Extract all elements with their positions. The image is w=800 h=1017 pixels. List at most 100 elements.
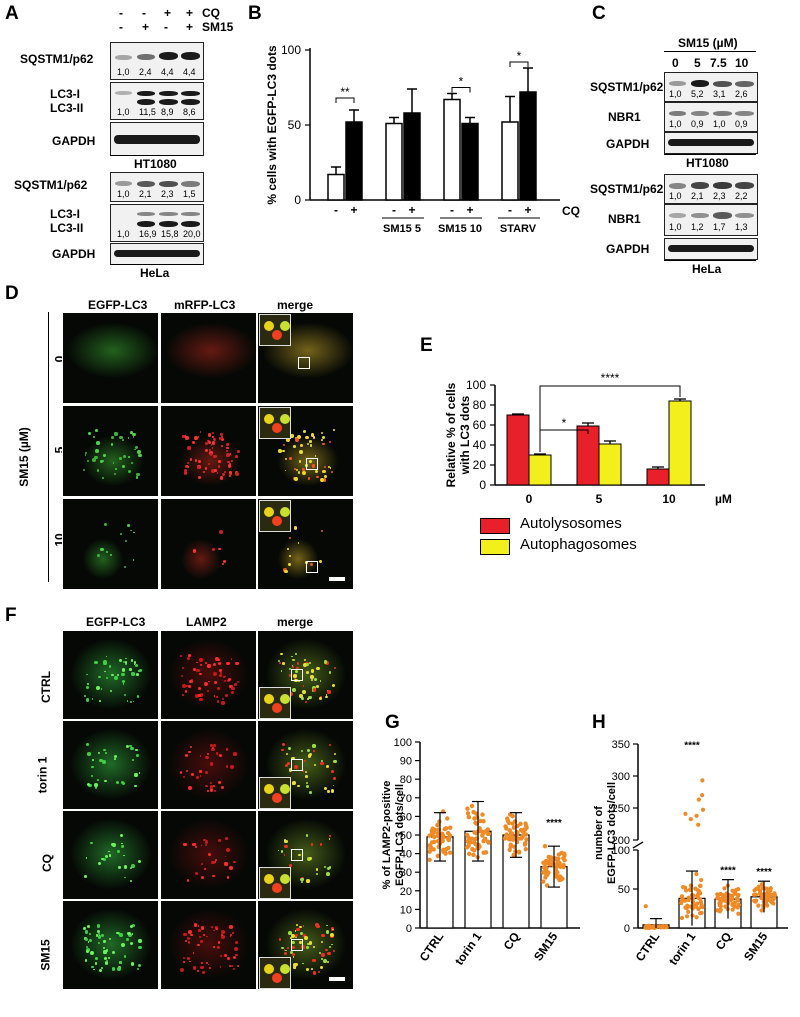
data-point [696,906,701,912]
puncta [118,658,122,663]
puncta [102,477,104,479]
puncta [333,777,337,780]
data-point [481,819,486,824]
data-point [759,882,764,887]
y-tick-label: 0 [479,478,486,492]
puncta [97,935,102,939]
puncta [286,438,291,443]
puncta [229,935,232,938]
data-point [698,899,703,904]
data-point [432,834,437,840]
puncta [213,663,217,667]
puncta [94,786,98,789]
puncta [187,936,191,940]
scale-bar [329,977,345,981]
puncta [193,668,197,672]
puncta [315,685,319,689]
puncta [209,451,213,456]
y-tick-label: 60 [400,811,412,823]
puncta [302,685,305,687]
puncta [297,541,300,544]
blot-label: SQSTM1/p62 [590,80,664,94]
puncta [194,845,197,848]
puncta [321,934,325,938]
inset-puncta [264,414,274,424]
y-tick-label: 40 [473,438,487,452]
inset-puncta [272,793,282,803]
puncta [194,693,199,698]
puncta [207,963,210,966]
puncta [187,656,191,660]
puncta [281,748,284,752]
puncta [306,697,309,700]
puncta [84,695,86,698]
axis-break [632,841,644,849]
blot-label: LC3-I [50,87,80,101]
y-tick-label: 50 [288,118,302,132]
puncta [219,432,224,436]
puncta [320,958,323,961]
blot-c-hela-p62 [664,174,758,204]
puncta [86,783,90,787]
puncta [84,454,87,456]
data-point [444,826,449,831]
puncta [200,844,203,847]
puncta [288,537,291,540]
puncta [209,453,212,456]
puncta [110,689,113,693]
puncta [183,957,186,960]
puncta [308,695,312,700]
puncta [120,844,125,848]
puncta [181,435,185,439]
puncta [228,964,231,967]
puncta [226,848,230,853]
puncta [181,666,185,670]
puncta [288,931,292,936]
puncta [187,956,191,960]
data-point [485,831,491,837]
puncta [138,668,143,672]
puncta [111,673,114,677]
data-point [556,852,562,857]
puncta [328,743,331,746]
puncta [212,784,215,787]
significance-label: **** [546,818,562,829]
puncta [329,932,334,937]
data-point [686,897,691,903]
data-point [439,831,445,836]
x-tick-label: 10 [662,492,676,506]
y-tick-label: 350 [612,739,630,751]
puncta [207,690,210,693]
puncta [222,675,226,679]
puncta [210,444,213,447]
puncta [220,933,223,936]
puncta [101,933,105,937]
data-point [545,872,550,878]
blot-a-hela-gapdh [110,243,204,265]
y-tick-label: 50 [400,830,412,842]
puncta [295,935,297,938]
data-point [448,825,453,830]
puncta [125,744,129,748]
x-tick-label: torin 1 [666,929,699,967]
y-axis-label: number of [593,806,605,860]
puncta [212,929,215,932]
data-point [516,850,522,855]
y-tick-label: 50 [618,884,630,896]
puncta [200,966,204,970]
micrograph-tile [257,405,354,497]
puncta [208,449,211,452]
puncta [320,477,324,482]
puncta [185,754,188,757]
puncta [108,854,112,857]
puncta [90,774,93,777]
blot-a-ht-lc3 [110,82,204,120]
puncta [233,860,236,864]
data-point [694,813,699,818]
x-tick-label: 0 [526,492,533,506]
data-point [715,892,720,897]
column-header: EGFP-LC3 [88,298,148,312]
puncta [302,690,307,695]
puncta [138,772,141,774]
